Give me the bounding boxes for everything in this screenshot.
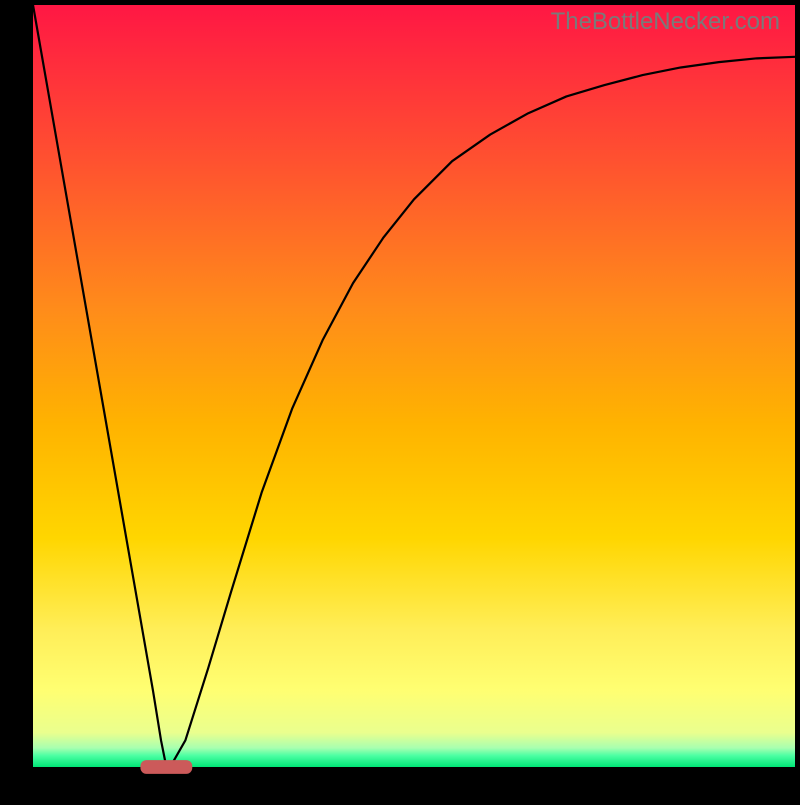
min-marker bbox=[140, 760, 192, 774]
chart-svg bbox=[0, 0, 800, 800]
bottleneck-chart: TheBottleNecker.com bbox=[0, 0, 800, 800]
watermark-label: TheBottleNecker.com bbox=[551, 8, 780, 36]
